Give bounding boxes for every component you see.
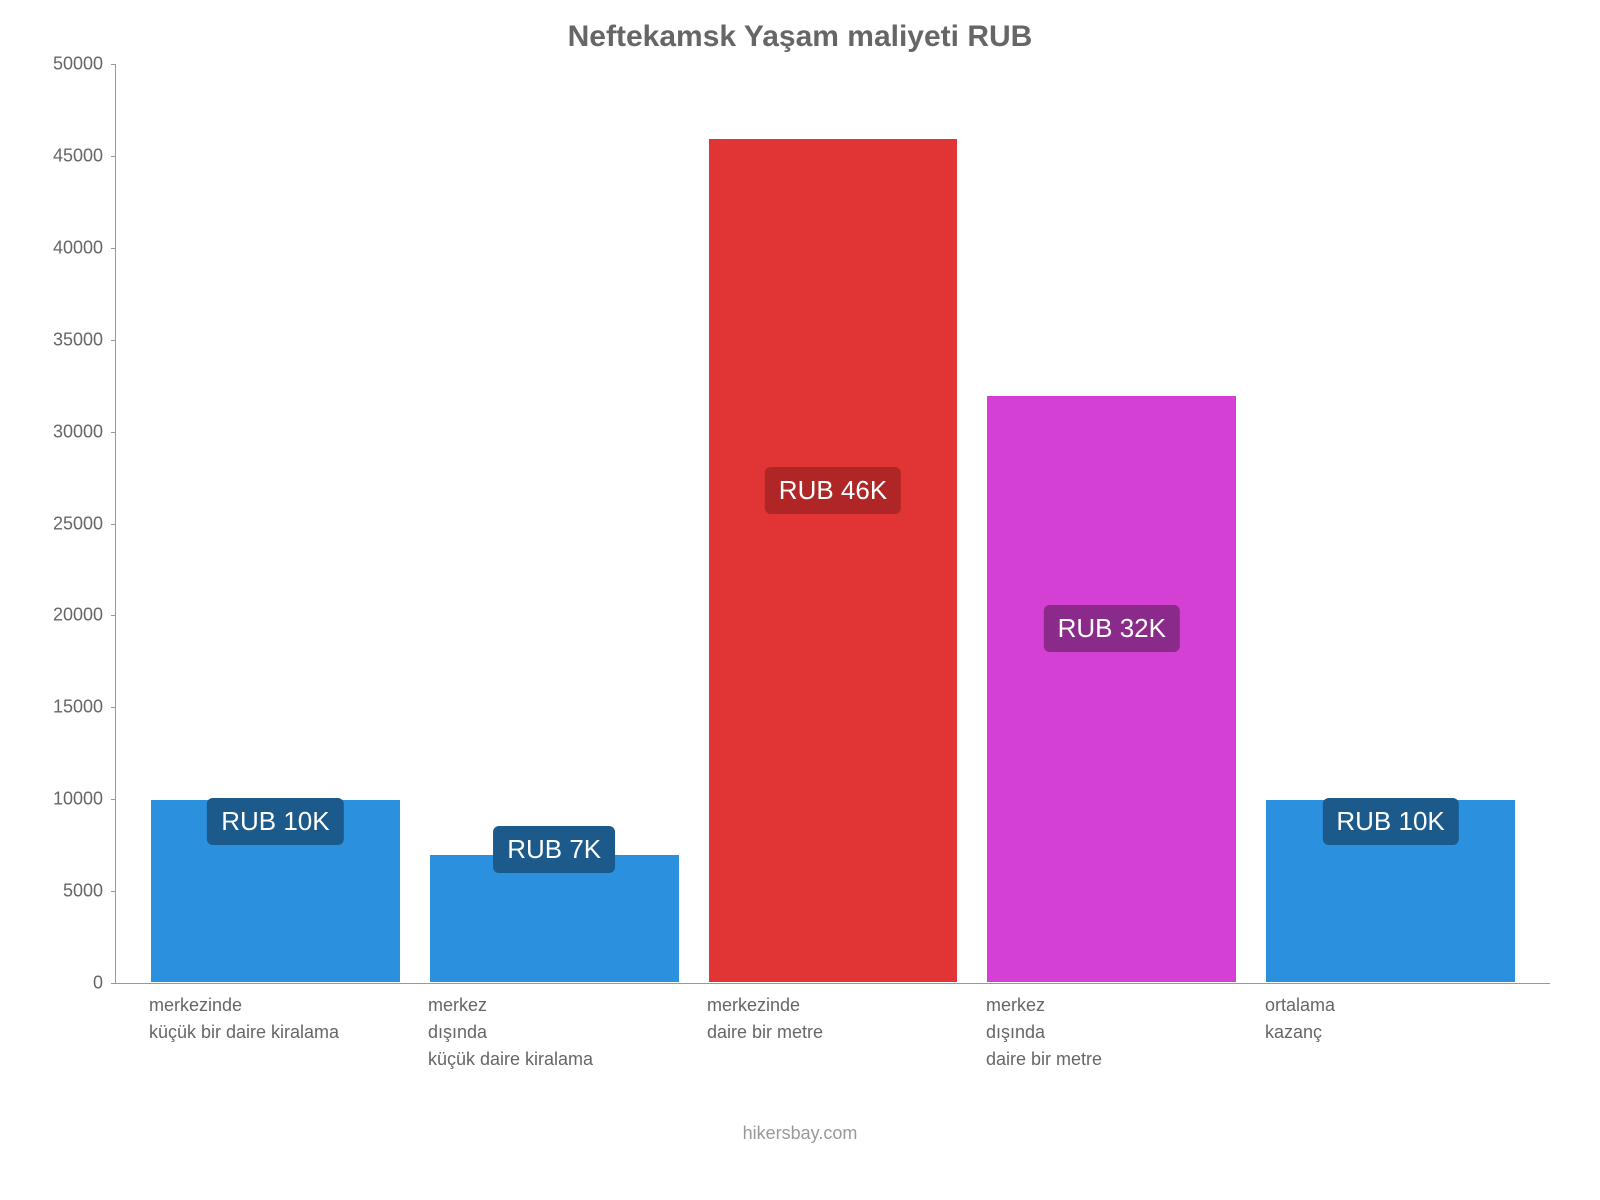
bar-value-label: RUB 10K — [207, 798, 343, 845]
y-tick-mark — [111, 340, 116, 341]
y-tick-label: 25000 — [53, 513, 103, 534]
y-tick-label: 0 — [93, 973, 103, 994]
bar-group: RUB 10K — [150, 64, 401, 983]
x-axis-labels: merkezinde küçük bir daire kiralama merke… — [115, 984, 1550, 1073]
bar — [986, 395, 1237, 983]
x-axis-label: merkezinde daire bir metre — [707, 992, 958, 1073]
x-axis-label: ortalama kazanç — [1265, 992, 1516, 1073]
bar — [429, 854, 680, 983]
y-tick-mark — [111, 64, 116, 65]
y-tick-mark — [111, 799, 116, 800]
y-tick-label: 30000 — [53, 421, 103, 442]
bar — [708, 138, 959, 983]
y-tick-mark — [111, 432, 116, 433]
y-tick-label: 45000 — [53, 145, 103, 166]
bar-group: RUB 7K — [429, 64, 680, 983]
y-tick-label: 20000 — [53, 605, 103, 626]
bar-value-label: RUB 46K — [765, 467, 901, 514]
y-tick-label: 5000 — [63, 881, 103, 902]
y-tick-mark — [111, 248, 116, 249]
bar-group: RUB 46K — [708, 64, 959, 983]
bar-value-label: RUB 32K — [1044, 605, 1180, 652]
y-tick-label: 10000 — [53, 789, 103, 810]
y-tick-mark — [111, 707, 116, 708]
bars-area: RUB 10K RUB 7K RUB 46K RUB 32K RUB 10K — [116, 64, 1550, 983]
bar-group: RUB 32K — [986, 64, 1237, 983]
chart-title: Neftekamsk Yaşam maliyeti RUB — [40, 20, 1560, 54]
y-tick-mark — [111, 983, 116, 984]
x-axis-label: merkez dışında küçük daire kiralama — [428, 992, 679, 1073]
y-tick-label: 15000 — [53, 697, 103, 718]
y-tick-label: 35000 — [53, 329, 103, 350]
bar-value-label: RUB 10K — [1322, 798, 1458, 845]
bar-group: RUB 10K — [1265, 64, 1516, 983]
y-tick-mark — [111, 615, 116, 616]
chart-container: Neftekamsk Yaşam maliyeti RUB 0500010000… — [40, 20, 1560, 1160]
bar-value-label: RUB 7K — [493, 826, 615, 873]
y-tick-label: 40000 — [53, 237, 103, 258]
y-tick-mark — [111, 524, 116, 525]
x-axis-label: merkez dışında daire bir metre — [986, 992, 1237, 1073]
y-tick-mark — [111, 891, 116, 892]
plot-area: 0500010000150002000025000300003500040000… — [115, 64, 1550, 984]
attribution: hikersbay.com — [40, 1123, 1560, 1144]
x-axis-label: merkezinde küçük bir daire kiralama — [149, 992, 400, 1073]
y-tick-label: 50000 — [53, 54, 103, 75]
y-tick-mark — [111, 156, 116, 157]
y-axis: 0500010000150002000025000300003500040000… — [41, 64, 111, 983]
